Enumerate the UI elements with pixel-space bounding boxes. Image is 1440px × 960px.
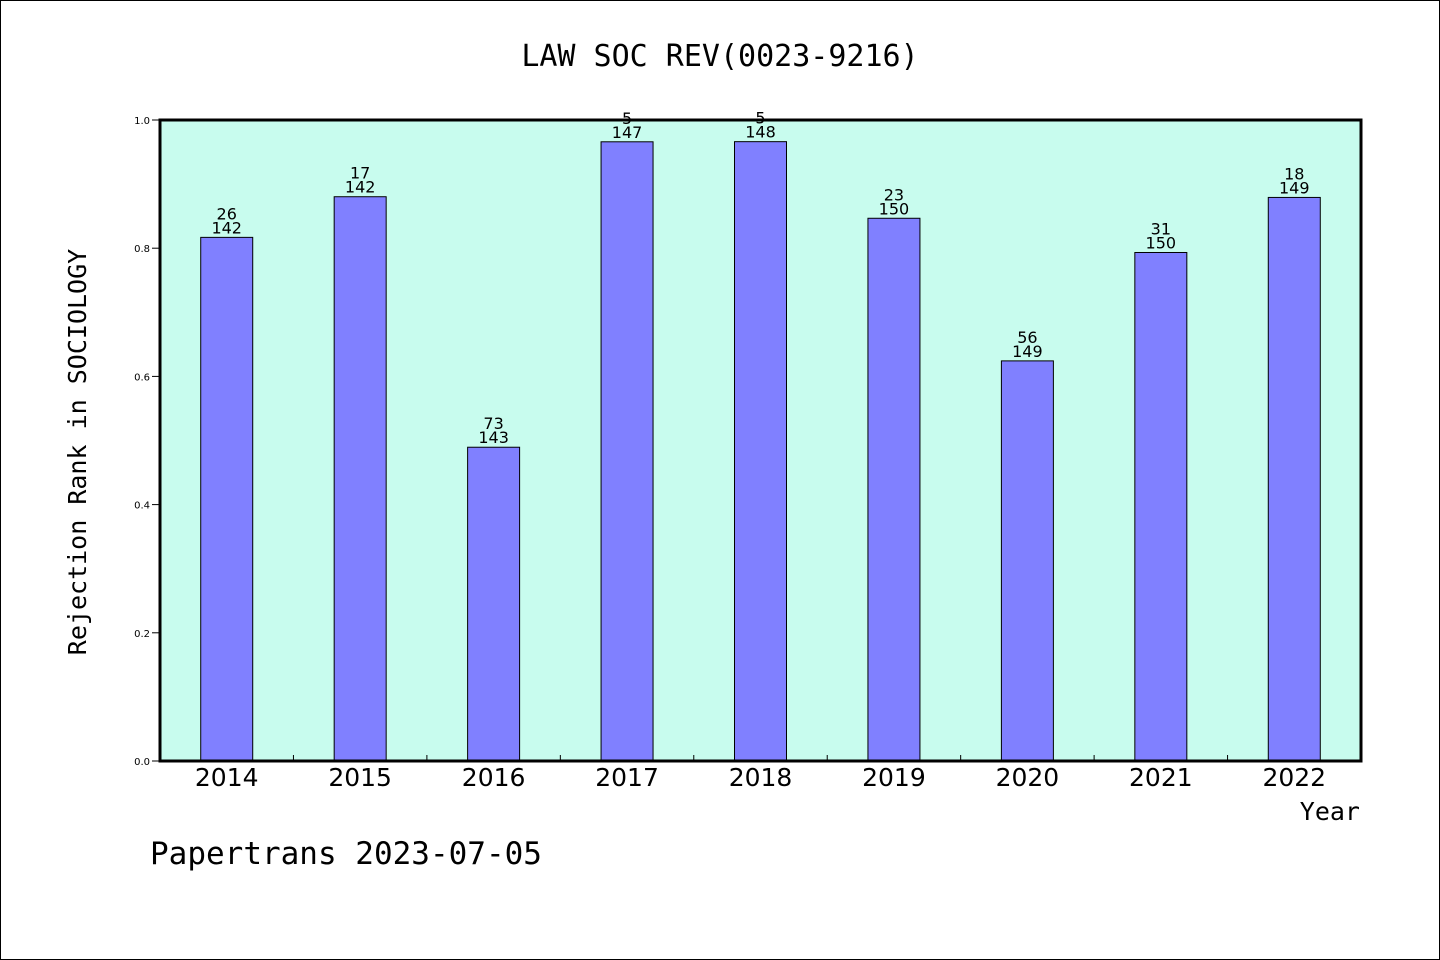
chart-title: LAW SOC REV(0023-9216) xyxy=(521,39,918,74)
bar-rank-label: 17 xyxy=(350,164,370,183)
y-tick-label: 0.6 xyxy=(134,372,150,383)
bar-rank-label: 23 xyxy=(884,185,904,204)
y-tick-label: 0.4 xyxy=(134,501,150,512)
bar-2015 xyxy=(333,196,387,762)
bar-2019 xyxy=(867,217,921,762)
bar-rank-label: 56 xyxy=(1017,328,1037,347)
x-tick-label: 2019 xyxy=(862,763,926,792)
footer-text: Papertrans 2023-07-05 xyxy=(150,836,542,872)
x-tick-label: 2018 xyxy=(729,763,793,792)
bar-2022 xyxy=(1267,196,1321,762)
bar-2017 xyxy=(600,141,654,762)
bar-total-label: 147 xyxy=(612,123,643,142)
axis-layer: 2014 2015 2016 2017 2018 2019 2020 2021 2022 0.0 0… xyxy=(134,116,1326,792)
x-tick-label: 2015 xyxy=(328,763,392,792)
x-tick-label: 2021 xyxy=(1129,763,1193,792)
bar-total-label: 150 xyxy=(879,199,910,218)
bar-total-label: 149 xyxy=(1012,342,1043,361)
x-tick-label: 2016 xyxy=(462,763,526,792)
y-tick-label: 0.8 xyxy=(134,244,150,255)
x-tick-label: 2020 xyxy=(996,763,1060,792)
bar-total-label: 148 xyxy=(745,123,776,142)
bar-rank-label: 73 xyxy=(483,414,503,433)
x-axis-label: Year xyxy=(1300,797,1360,826)
y-tick-label: 0.2 xyxy=(134,629,150,640)
x-tick-label: 2017 xyxy=(595,763,659,792)
y-tick-label: 0.0 xyxy=(134,757,150,768)
bar-total-label: 150 xyxy=(1146,233,1177,252)
bar-rank-label: 26 xyxy=(217,204,237,223)
bar-total-label: 149 xyxy=(1279,178,1310,197)
y-axis-label: Rejection Rank in SOCIOLOGY xyxy=(63,249,92,655)
bar-total-label: 142 xyxy=(345,178,376,197)
bars-layer: 1422614217143731475148515023149561503114… xyxy=(200,109,1321,762)
bar-rank-label: 31 xyxy=(1151,219,1171,238)
bar-total-label: 143 xyxy=(478,428,509,447)
x-tick-label: 2022 xyxy=(1262,763,1326,792)
bar-2021 xyxy=(1134,251,1188,762)
bar-2018 xyxy=(734,141,787,762)
bar-total-label: 142 xyxy=(211,218,242,237)
plot-border xyxy=(158,118,1363,763)
y-tick-label: 1.0 xyxy=(134,116,150,127)
bar-2014 xyxy=(200,236,254,762)
bar-2016 xyxy=(467,446,521,762)
x-tick-label: 2014 xyxy=(195,763,259,792)
bar-2020 xyxy=(1000,360,1054,762)
bar-rank-label: 5 xyxy=(755,109,765,128)
bar-rank-label: 18 xyxy=(1284,164,1304,183)
bar-rank-label: 5 xyxy=(622,109,632,128)
